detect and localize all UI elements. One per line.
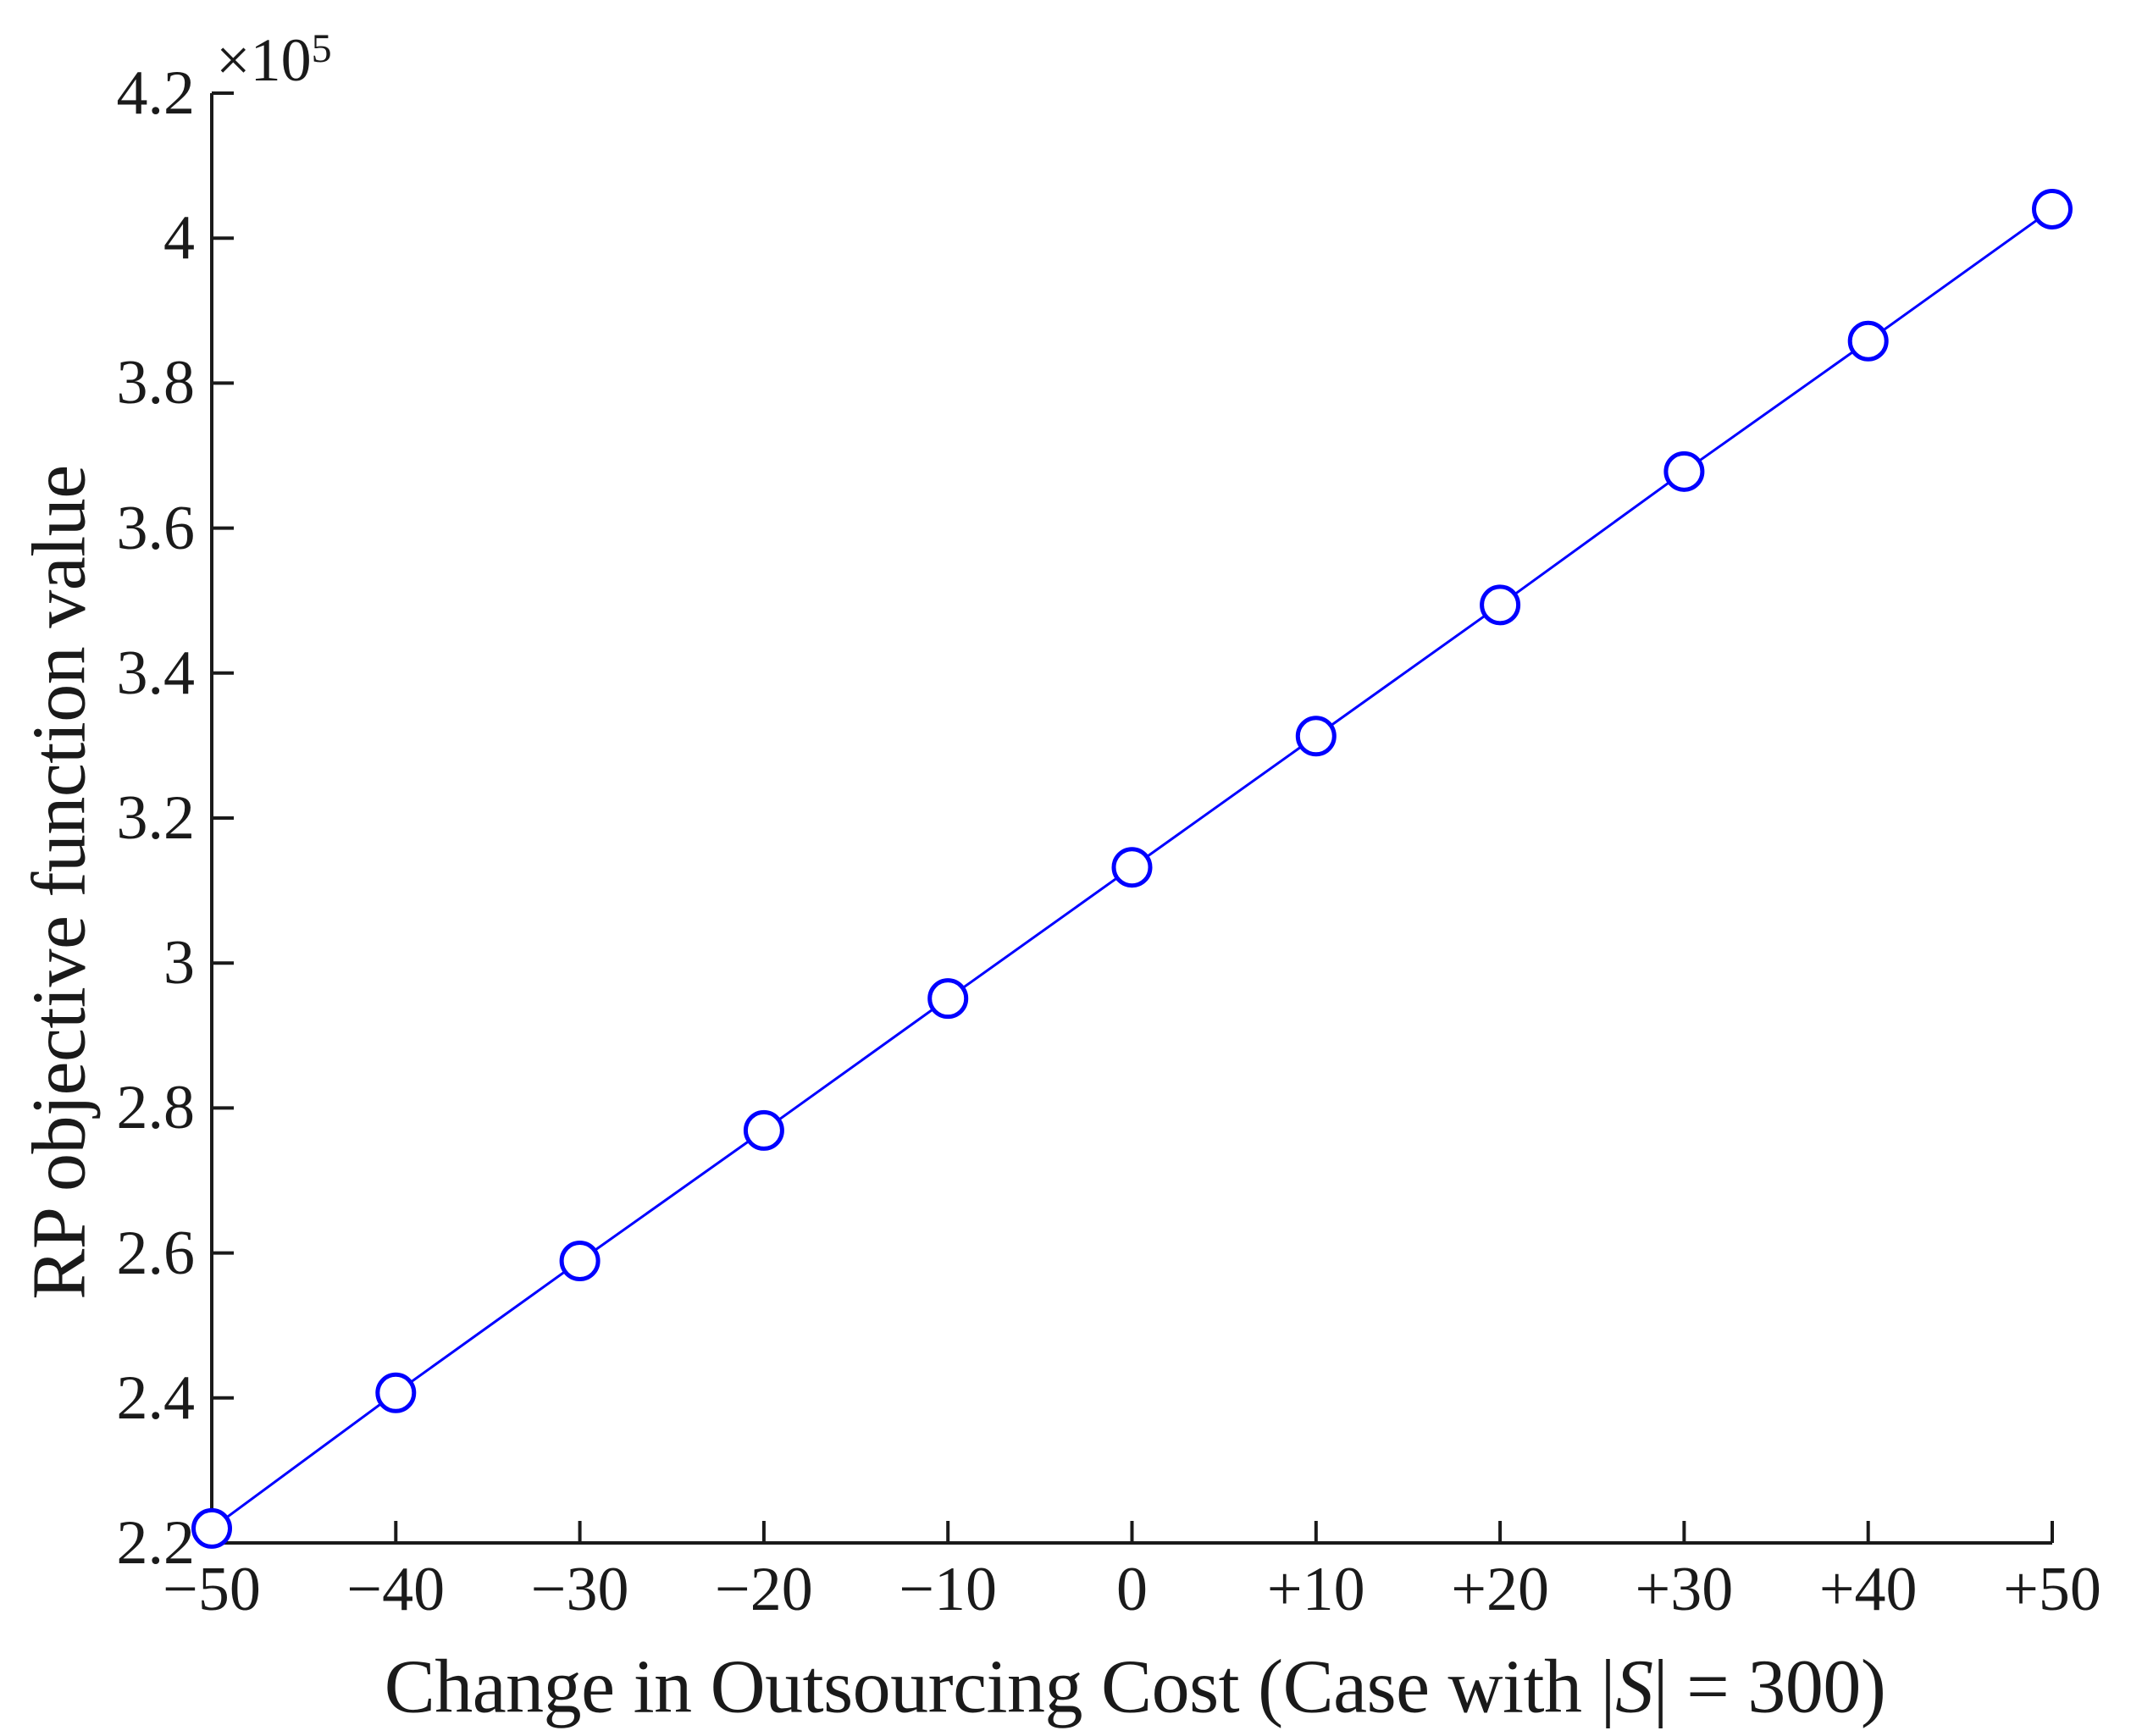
y-tick-label: 2.2 bbox=[116, 1508, 196, 1578]
x-tick-label: 0 bbox=[1116, 1555, 1148, 1624]
x-tick-label: +50 bbox=[2003, 1555, 2101, 1624]
y-axis-label: RP objective function value bbox=[17, 465, 102, 1300]
data-point-marker bbox=[927, 978, 969, 1020]
chart-canvas bbox=[191, 91, 2073, 1549]
x-axis-label-prefix: Change in Outsourcing Cost (Case with | bbox=[384, 1645, 1616, 1729]
data-point-marker bbox=[1847, 320, 1889, 362]
y-axis-exponent-base: ×10 bbox=[216, 26, 312, 94]
y-tick-label: 2.6 bbox=[116, 1218, 196, 1288]
data-point-marker bbox=[1111, 847, 1153, 888]
x-axis-label: Change in Outsourcing Cost (Case with |S… bbox=[385, 1645, 1886, 1729]
plot-area bbox=[191, 91, 2073, 1549]
y-axis-exponent: ×105 bbox=[216, 29, 332, 91]
x-tick-label: −10 bbox=[899, 1555, 998, 1624]
x-tick-label: +20 bbox=[1451, 1555, 1549, 1624]
data-point-marker bbox=[559, 1241, 601, 1282]
x-tick-label: +10 bbox=[1266, 1555, 1365, 1624]
x-tick-label: −30 bbox=[530, 1555, 629, 1624]
x-tick-label: −20 bbox=[715, 1555, 813, 1624]
x-axis-label-suffix: | = 300) bbox=[1652, 1645, 1886, 1729]
data-point-marker bbox=[375, 1372, 417, 1413]
y-tick-label: 3.4 bbox=[116, 638, 196, 708]
data-point-marker bbox=[191, 1507, 232, 1549]
x-axis-label-set-symbol: S bbox=[1615, 1645, 1653, 1729]
data-point-marker bbox=[1480, 584, 1521, 626]
x-tick-label: −50 bbox=[163, 1555, 261, 1624]
y-tick-label: 2.4 bbox=[116, 1363, 196, 1433]
y-tick-label: 4 bbox=[163, 203, 195, 274]
data-point-marker bbox=[1295, 716, 1337, 757]
y-tick-label: 3.6 bbox=[116, 493, 196, 563]
data-point-marker bbox=[2032, 188, 2073, 229]
y-tick-label: 3 bbox=[163, 928, 195, 998]
x-tick-label: +30 bbox=[1635, 1555, 1734, 1624]
data-point-marker bbox=[1663, 451, 1705, 492]
y-axis-exponent-power: 5 bbox=[311, 26, 332, 71]
x-tick-label: −40 bbox=[346, 1555, 446, 1624]
data-point-marker bbox=[743, 1109, 784, 1151]
y-tick-label: 4.2 bbox=[116, 58, 196, 128]
y-tick-label: 3.8 bbox=[116, 348, 196, 418]
y-tick-label: 2.8 bbox=[116, 1073, 196, 1143]
y-tick-label: 3.2 bbox=[116, 783, 196, 853]
x-tick-label: +40 bbox=[1818, 1555, 1918, 1624]
